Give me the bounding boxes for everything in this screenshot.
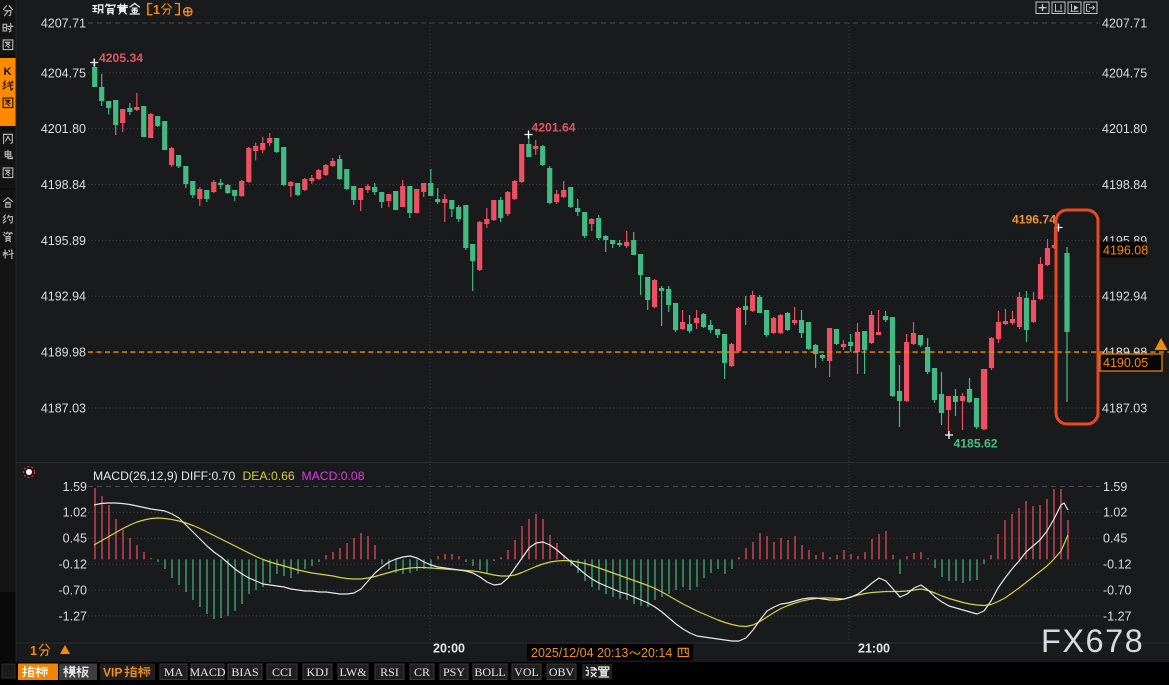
svg-text:4192.94: 4192.94 xyxy=(41,290,86,304)
svg-text:4205.34: 4205.34 xyxy=(99,51,143,65)
svg-text:0.45: 0.45 xyxy=(63,532,87,546)
svg-text:MACD: MACD xyxy=(189,665,225,679)
svg-text:4195.89: 4195.89 xyxy=(41,234,86,248)
svg-text:MA: MA xyxy=(164,665,184,679)
svg-text:FX678: FX678 xyxy=(1041,623,1144,659)
svg-text:-1.27: -1.27 xyxy=(59,609,88,623)
svg-text:0.45: 0.45 xyxy=(1103,532,1127,546)
svg-text:4207.71: 4207.71 xyxy=(41,16,86,30)
svg-text:4198.84: 4198.84 xyxy=(41,178,86,192)
svg-text:RSI: RSI xyxy=(380,665,399,679)
svg-text:4201.80: 4201.80 xyxy=(1102,122,1147,136)
svg-text:VOL: VOL xyxy=(514,665,539,679)
svg-text:-0.70: -0.70 xyxy=(1103,583,1132,597)
svg-text:4196.74: 4196.74 xyxy=(1012,213,1056,227)
svg-text:DEA:0.66: DEA:0.66 xyxy=(243,469,295,483)
svg-text:-0.12: -0.12 xyxy=(1103,558,1132,572)
svg-text:4196.08: 4196.08 xyxy=(1103,243,1148,257)
svg-text:4187.03: 4187.03 xyxy=(1102,401,1147,415)
svg-text:OBV: OBV xyxy=(549,665,575,679)
svg-text:-0.12: -0.12 xyxy=(59,558,88,572)
svg-text:4204.75: 4204.75 xyxy=(1102,66,1147,80)
svg-text:1.02: 1.02 xyxy=(63,506,87,520)
svg-text:4190.05: 4190.05 xyxy=(1103,356,1148,370)
svg-text:MACD(26,12,9) DIFF:0.70: MACD(26,12,9) DIFF:0.70 xyxy=(93,469,235,483)
svg-text:1: 1 xyxy=(153,3,160,17)
svg-text:4192.94: 4192.94 xyxy=(1102,290,1147,304)
svg-text:-0.70: -0.70 xyxy=(59,583,88,597)
svg-text:4204.75: 4204.75 xyxy=(41,66,86,80)
svg-text:MACD:0.08: MACD:0.08 xyxy=(302,469,365,483)
svg-text:2025/12/04 20:13: 2025/12/04 20:13 xyxy=(531,646,628,660)
svg-text:4201.80: 4201.80 xyxy=(41,122,86,136)
svg-text:1: 1 xyxy=(30,644,37,658)
svg-text:LW&: LW& xyxy=(339,665,367,679)
svg-text:KDJ: KDJ xyxy=(306,665,328,679)
svg-text:4207.71: 4207.71 xyxy=(1102,16,1147,30)
svg-text:CCI: CCI xyxy=(272,665,292,679)
svg-text:VIP: VIP xyxy=(103,666,122,680)
svg-text:1.02: 1.02 xyxy=(1103,506,1127,520)
svg-text:4198.84: 4198.84 xyxy=(1102,178,1147,192)
svg-text:-1.27: -1.27 xyxy=(1103,609,1132,623)
svg-text:CR: CR xyxy=(414,665,430,679)
svg-text:20:00: 20:00 xyxy=(433,642,465,656)
svg-text:1.59: 1.59 xyxy=(1103,480,1127,494)
svg-text:PSY: PSY xyxy=(443,665,465,679)
svg-text:1.59: 1.59 xyxy=(63,480,87,494)
svg-text:4189.98: 4189.98 xyxy=(41,346,86,360)
svg-text:21:00: 21:00 xyxy=(858,642,890,656)
svg-text:K: K xyxy=(4,66,12,78)
svg-text:20:14: 20:14 xyxy=(641,646,672,660)
svg-text:4187.03: 4187.03 xyxy=(41,401,86,415)
svg-text:4185.62: 4185.62 xyxy=(954,437,998,451)
svg-text:4201.64: 4201.64 xyxy=(532,121,576,135)
svg-text:BIAS: BIAS xyxy=(231,665,258,679)
svg-text:BOLL: BOLL xyxy=(474,665,505,679)
